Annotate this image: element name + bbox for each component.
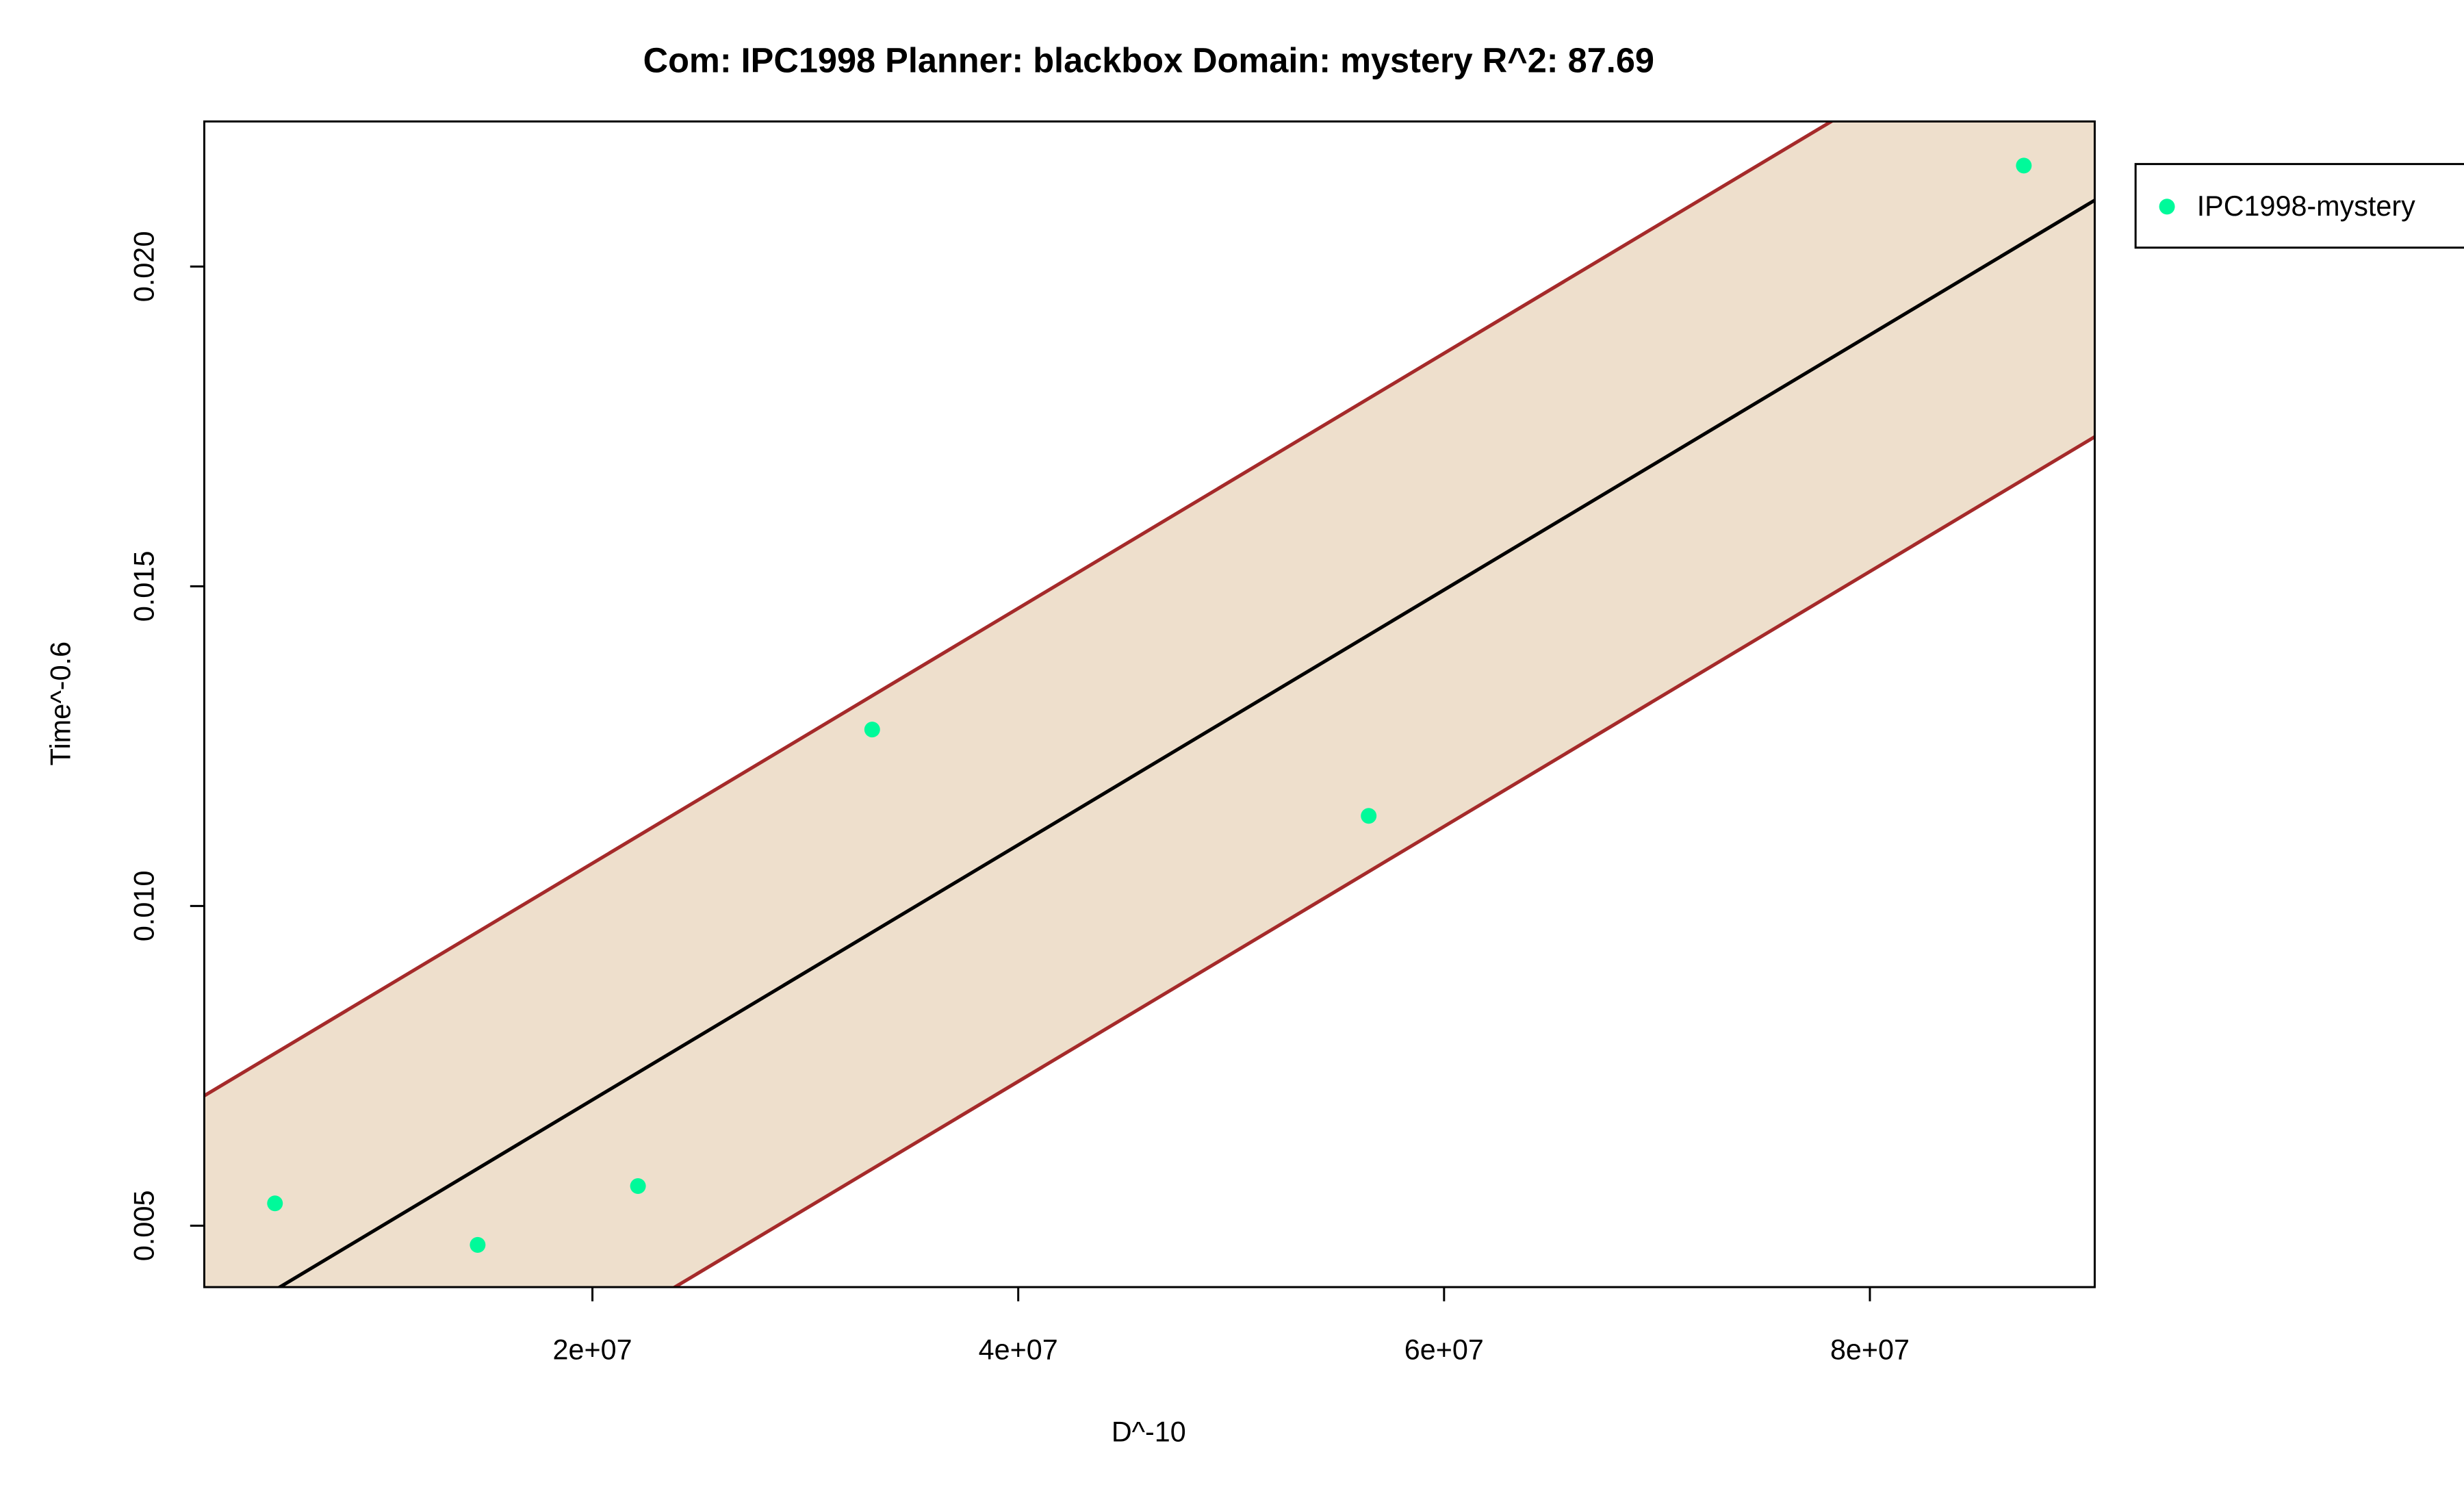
x-tick-label: 2e+07 [553, 1334, 632, 1365]
legend: IPC1998-mystery [2134, 163, 2464, 249]
plot-area [204, 121, 2095, 1288]
y-tick-label: 0.015 [129, 551, 160, 622]
y-tick-label: 0.005 [129, 1191, 160, 1262]
x-axis-label: D^-10 [1112, 1416, 1186, 1447]
upper-band-line [204, 121, 1835, 1097]
data-point [864, 722, 880, 738]
data-point [2016, 157, 2032, 174]
legend-box [2134, 163, 2464, 249]
lower-band-line [671, 435, 2095, 1288]
chart-title: Com: IPC1998 Planner: blackbox Domain: m… [643, 40, 1654, 79]
legend-marker [2159, 199, 2175, 215]
y-tick-label: 0.010 [129, 871, 160, 942]
data-point [630, 1178, 646, 1195]
regression-line [276, 199, 2095, 1288]
data-point [267, 1195, 283, 1212]
prediction-band [204, 121, 2095, 1288]
legend-label: IPC1998-mystery [2197, 190, 2415, 222]
x-tick-label: 4e+07 [979, 1334, 1058, 1365]
y-axis-label: Time^-0.6 [45, 641, 77, 765]
data-point [1361, 808, 1377, 824]
y-tick-label: 0.020 [129, 231, 160, 303]
data-point [470, 1236, 486, 1253]
x-tick-label: 6e+07 [1404, 1334, 1484, 1365]
plot-frame [203, 120, 2096, 1288]
x-tick-label: 8e+07 [1830, 1334, 1910, 1365]
